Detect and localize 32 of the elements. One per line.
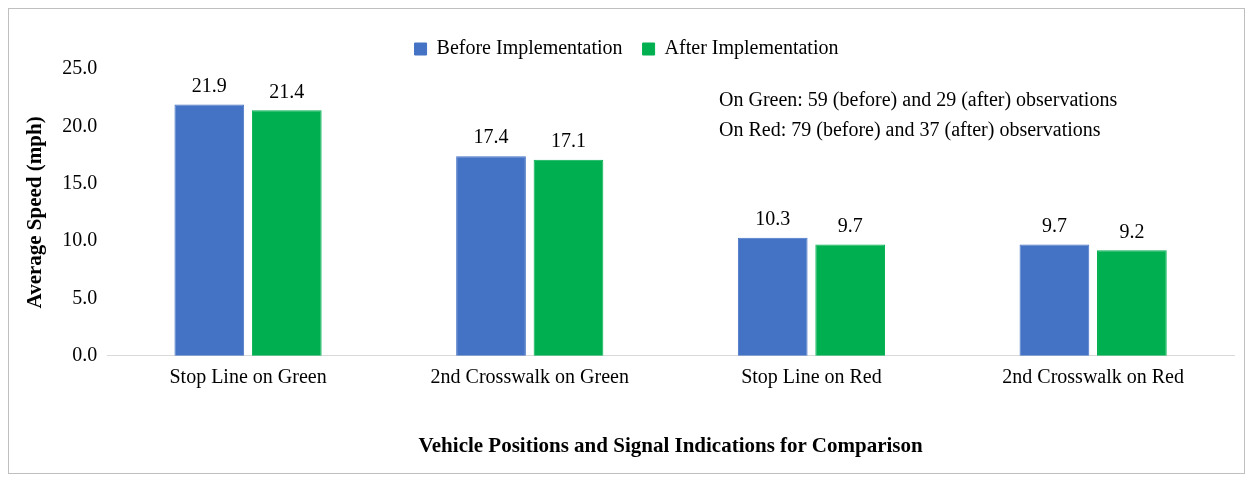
y-tick-label: 25.0 <box>62 56 98 79</box>
data-label: 10.3 <box>755 206 791 229</box>
x-tick-label: 2nd Crosswalk on Green <box>430 365 629 388</box>
data-label: 9.7 <box>1041 213 1067 236</box>
bar <box>456 156 526 356</box>
y-tick-label: 10.0 <box>62 228 98 251</box>
y-tick-label: 0.0 <box>72 343 98 366</box>
bar <box>815 244 886 356</box>
bar <box>251 110 322 356</box>
data-label: 17.4 <box>473 125 509 148</box>
bar <box>174 104 245 356</box>
annotation: On Red: 79 (before) and 37 (after) observations <box>719 118 1101 142</box>
data-label: 21.4 <box>269 79 305 102</box>
x-axis-title: Vehicle Positions and Signal Indications for Comparison <box>418 432 923 457</box>
y-tick-label: 15.0 <box>62 170 98 193</box>
x-tick-label: Stop Line on Red <box>741 365 882 389</box>
y-tick-label: 20.0 <box>62 113 98 136</box>
x-tick-label: Stop Line on Green <box>169 365 327 389</box>
bar <box>1097 250 1167 356</box>
annotation: On Green: 59 (before) and 29 (after) observations <box>719 88 1118 112</box>
data-label: 9.2 <box>1119 219 1145 242</box>
x-tick-label: 2nd Crosswalk on Red <box>1002 365 1184 388</box>
data-label: 9.7 <box>837 213 863 236</box>
y-axis-title: Average Speed (mph) <box>22 116 47 309</box>
legend-label: Before Implementation <box>436 36 623 60</box>
y-tick-label: 5.0 <box>72 285 98 308</box>
data-label: 17.1 <box>550 128 586 151</box>
bar <box>1019 244 1090 356</box>
legend-label: After Implementation <box>664 36 839 60</box>
data-label: 21.9 <box>191 73 227 96</box>
bar <box>533 159 604 356</box>
bar <box>737 237 808 356</box>
